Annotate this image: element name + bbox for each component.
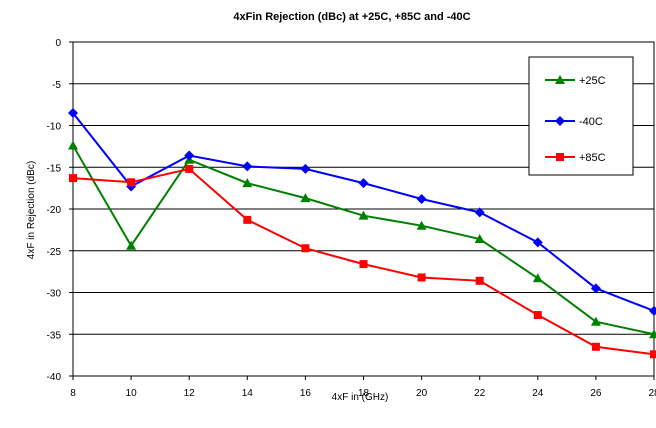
data-point — [300, 193, 311, 203]
x-tick-label: 10 — [126, 388, 138, 399]
legend-marker — [555, 116, 565, 126]
data-point — [474, 207, 485, 218]
legend-item: -40C — [545, 116, 603, 128]
data-point — [358, 210, 369, 220]
data-point — [127, 178, 136, 187]
data-point — [242, 178, 253, 188]
data-point — [649, 305, 656, 316]
series-lines — [68, 107, 656, 359]
data-point — [649, 329, 656, 339]
data-point — [358, 178, 369, 189]
y-axis-ticks: 0 -5 -10 -15 -20 -25 -30 -35 -40 — [47, 38, 73, 383]
y-tick-label: -30 — [47, 289, 62, 300]
legend-item: +85C — [545, 152, 606, 164]
x-tick-label: 16 — [300, 388, 312, 399]
y-tick-label: -15 — [47, 163, 62, 174]
data-point — [184, 150, 195, 161]
x-tick-label: 20 — [416, 388, 428, 399]
data-point — [359, 260, 368, 269]
data-point — [126, 240, 137, 250]
x-axis-label: 4xF in (GHz) — [332, 392, 389, 403]
data-point — [68, 107, 78, 118]
y-tick-label: 0 — [55, 38, 61, 49]
x-tick-label: 28 — [648, 388, 656, 399]
data-point — [474, 234, 485, 244]
y-tick-label: -35 — [47, 330, 62, 341]
data-point — [590, 316, 601, 326]
y-tick-label: -5 — [52, 80, 61, 91]
data-point — [301, 244, 310, 253]
data-point — [300, 163, 311, 174]
x-tick-label: 14 — [242, 388, 254, 399]
data-point — [532, 273, 543, 283]
x-tick-label: 26 — [590, 388, 602, 399]
legend-label: -40C — [579, 116, 603, 128]
chart-title: 4xFin Rejection (dBc) at +25C, +85C and … — [233, 11, 470, 23]
y-tick-label: -10 — [47, 122, 62, 133]
series-+85C — [69, 164, 656, 359]
legend-label: +85C — [579, 152, 606, 164]
y-axis-label: 4xF in Rejection (dBc) — [26, 161, 37, 259]
data-point — [69, 174, 77, 183]
data-point — [475, 276, 484, 285]
x-tick-label: 8 — [70, 388, 76, 399]
x-tick-label: 22 — [474, 388, 486, 399]
x-tick-label: 12 — [184, 388, 196, 399]
y-tick-label: -40 — [47, 372, 62, 383]
data-point — [533, 311, 542, 320]
series-+25C — [68, 140, 656, 339]
data-point — [68, 140, 78, 150]
y-tick-label: -25 — [47, 247, 62, 258]
legend-label: +25C — [579, 75, 606, 87]
data-point — [532, 237, 543, 248]
data-point — [243, 215, 252, 224]
x-axis-ticks: 8 10 12 14 16 18 20 22 24 26 28 — [70, 376, 656, 399]
data-point — [242, 161, 253, 172]
legend-item: +25C — [545, 75, 606, 87]
data-point — [590, 283, 601, 294]
y-tick-label: -20 — [47, 205, 62, 216]
legend-marker — [555, 75, 565, 84]
data-point — [650, 350, 656, 359]
legend-marker — [556, 153, 564, 161]
legend-box — [528, 56, 634, 176]
data-point — [591, 342, 600, 351]
data-point — [417, 273, 426, 282]
data-point — [185, 164, 194, 173]
x-tick-label: 24 — [532, 388, 544, 399]
data-point — [416, 193, 427, 204]
legend: +25C -40C +85C — [528, 56, 634, 176]
x-tick-label: 18 — [358, 388, 370, 399]
data-point — [416, 220, 427, 230]
